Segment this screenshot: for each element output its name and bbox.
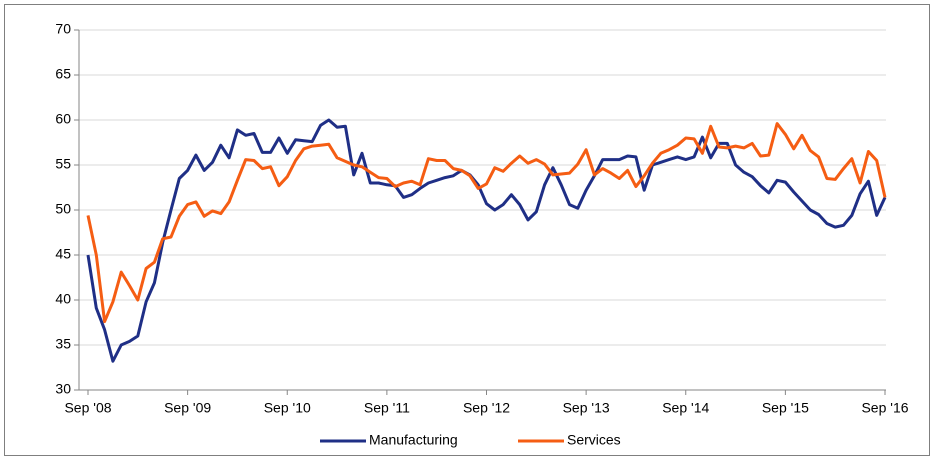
x-tick-label: Sep '13 [563, 400, 610, 416]
x-tick-label: Sep '10 [264, 400, 311, 416]
x-tick-label: Sep '14 [662, 400, 709, 416]
x-tick-label: Sep '16 [861, 400, 908, 416]
legend-label: Manufacturing [369, 432, 458, 448]
y-tick-label: 35 [55, 336, 71, 352]
x-tick-label: Sep '12 [463, 400, 510, 416]
series-line [86, 122, 887, 324]
y-tick-label: 30 [55, 381, 71, 397]
y-tick-label: 70 [55, 21, 71, 37]
y-tick-label: 60 [55, 111, 71, 127]
legend-label: Services [567, 432, 621, 448]
x-tick-label: Sep '11 [364, 400, 410, 416]
x-tick-label: Sep '15 [762, 400, 809, 416]
y-tick-label: 40 [55, 291, 71, 307]
y-tick-label: 50 [55, 201, 71, 217]
chart-frame [4, 4, 930, 456]
x-tick-label: Sep '09 [164, 400, 211, 416]
x-tick-label: Sep '08 [64, 400, 111, 416]
y-tick-label: 45 [55, 246, 71, 262]
y-tick-label: 55 [55, 156, 71, 172]
series-line [86, 118, 887, 363]
y-tick-label: 65 [55, 66, 71, 82]
